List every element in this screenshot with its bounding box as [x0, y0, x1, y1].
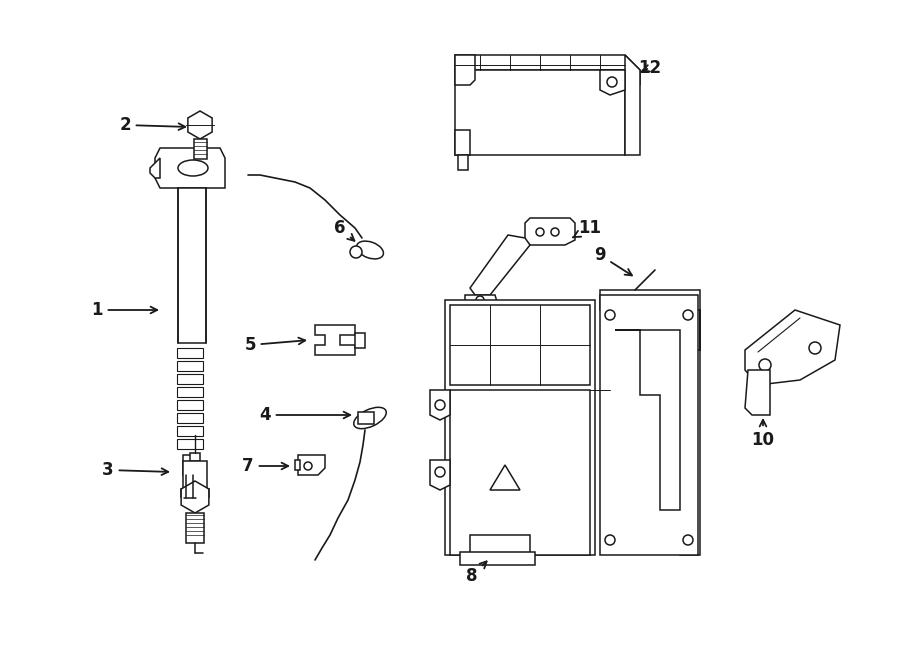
Circle shape: [683, 310, 693, 320]
Polygon shape: [600, 295, 698, 555]
Polygon shape: [155, 148, 225, 188]
Text: 3: 3: [103, 461, 168, 479]
Polygon shape: [455, 55, 475, 85]
Text: 9: 9: [594, 246, 632, 276]
Polygon shape: [430, 390, 450, 420]
Circle shape: [605, 535, 615, 545]
Bar: [358, 412, 374, 424]
Bar: [181, 489, 209, 497]
Polygon shape: [450, 305, 590, 385]
Bar: [177, 374, 203, 384]
Polygon shape: [745, 370, 770, 415]
Text: 12: 12: [638, 59, 662, 77]
Polygon shape: [615, 330, 680, 510]
Circle shape: [759, 359, 771, 371]
Bar: [177, 348, 203, 358]
Circle shape: [607, 77, 617, 87]
Polygon shape: [600, 70, 625, 95]
Circle shape: [476, 296, 484, 304]
Polygon shape: [460, 552, 535, 565]
Polygon shape: [355, 333, 365, 348]
Polygon shape: [181, 481, 209, 513]
Circle shape: [605, 310, 615, 320]
Polygon shape: [490, 465, 520, 490]
Circle shape: [435, 467, 445, 477]
Text: 5: 5: [244, 336, 305, 354]
Bar: [183, 455, 197, 475]
Text: 4: 4: [259, 406, 350, 424]
Polygon shape: [445, 300, 595, 555]
Ellipse shape: [356, 241, 383, 259]
Text: 2: 2: [119, 116, 185, 134]
Polygon shape: [455, 70, 625, 155]
Polygon shape: [470, 235, 530, 295]
Bar: [177, 361, 203, 371]
Polygon shape: [525, 218, 575, 245]
Polygon shape: [298, 455, 325, 475]
Bar: [186, 513, 204, 543]
Polygon shape: [150, 158, 160, 178]
Ellipse shape: [354, 407, 386, 429]
Polygon shape: [470, 535, 530, 555]
Bar: [177, 426, 203, 436]
Circle shape: [350, 246, 362, 258]
Ellipse shape: [178, 160, 208, 176]
Polygon shape: [455, 130, 470, 155]
Text: 10: 10: [752, 420, 775, 449]
Polygon shape: [745, 310, 840, 385]
Polygon shape: [625, 55, 640, 155]
Bar: [177, 413, 203, 423]
Circle shape: [683, 535, 693, 545]
Circle shape: [551, 228, 559, 236]
Bar: [177, 387, 203, 397]
Polygon shape: [600, 290, 700, 555]
Bar: [194, 139, 207, 159]
Text: 8: 8: [466, 561, 487, 585]
Circle shape: [809, 342, 821, 354]
Polygon shape: [315, 325, 355, 355]
Circle shape: [304, 462, 312, 470]
Circle shape: [435, 400, 445, 410]
Polygon shape: [450, 390, 590, 555]
Text: 11: 11: [573, 219, 601, 237]
Polygon shape: [430, 460, 450, 490]
Polygon shape: [465, 295, 498, 305]
Bar: [183, 461, 207, 489]
Bar: [295, 460, 300, 470]
Circle shape: [536, 228, 544, 236]
Bar: [177, 400, 203, 410]
Polygon shape: [188, 111, 212, 139]
Polygon shape: [458, 155, 468, 170]
Text: 7: 7: [242, 457, 288, 475]
Text: 1: 1: [91, 301, 158, 319]
Text: 6: 6: [334, 219, 355, 241]
Bar: [177, 439, 203, 449]
Bar: [178, 188, 206, 343]
Bar: [190, 453, 200, 461]
Polygon shape: [455, 55, 640, 85]
